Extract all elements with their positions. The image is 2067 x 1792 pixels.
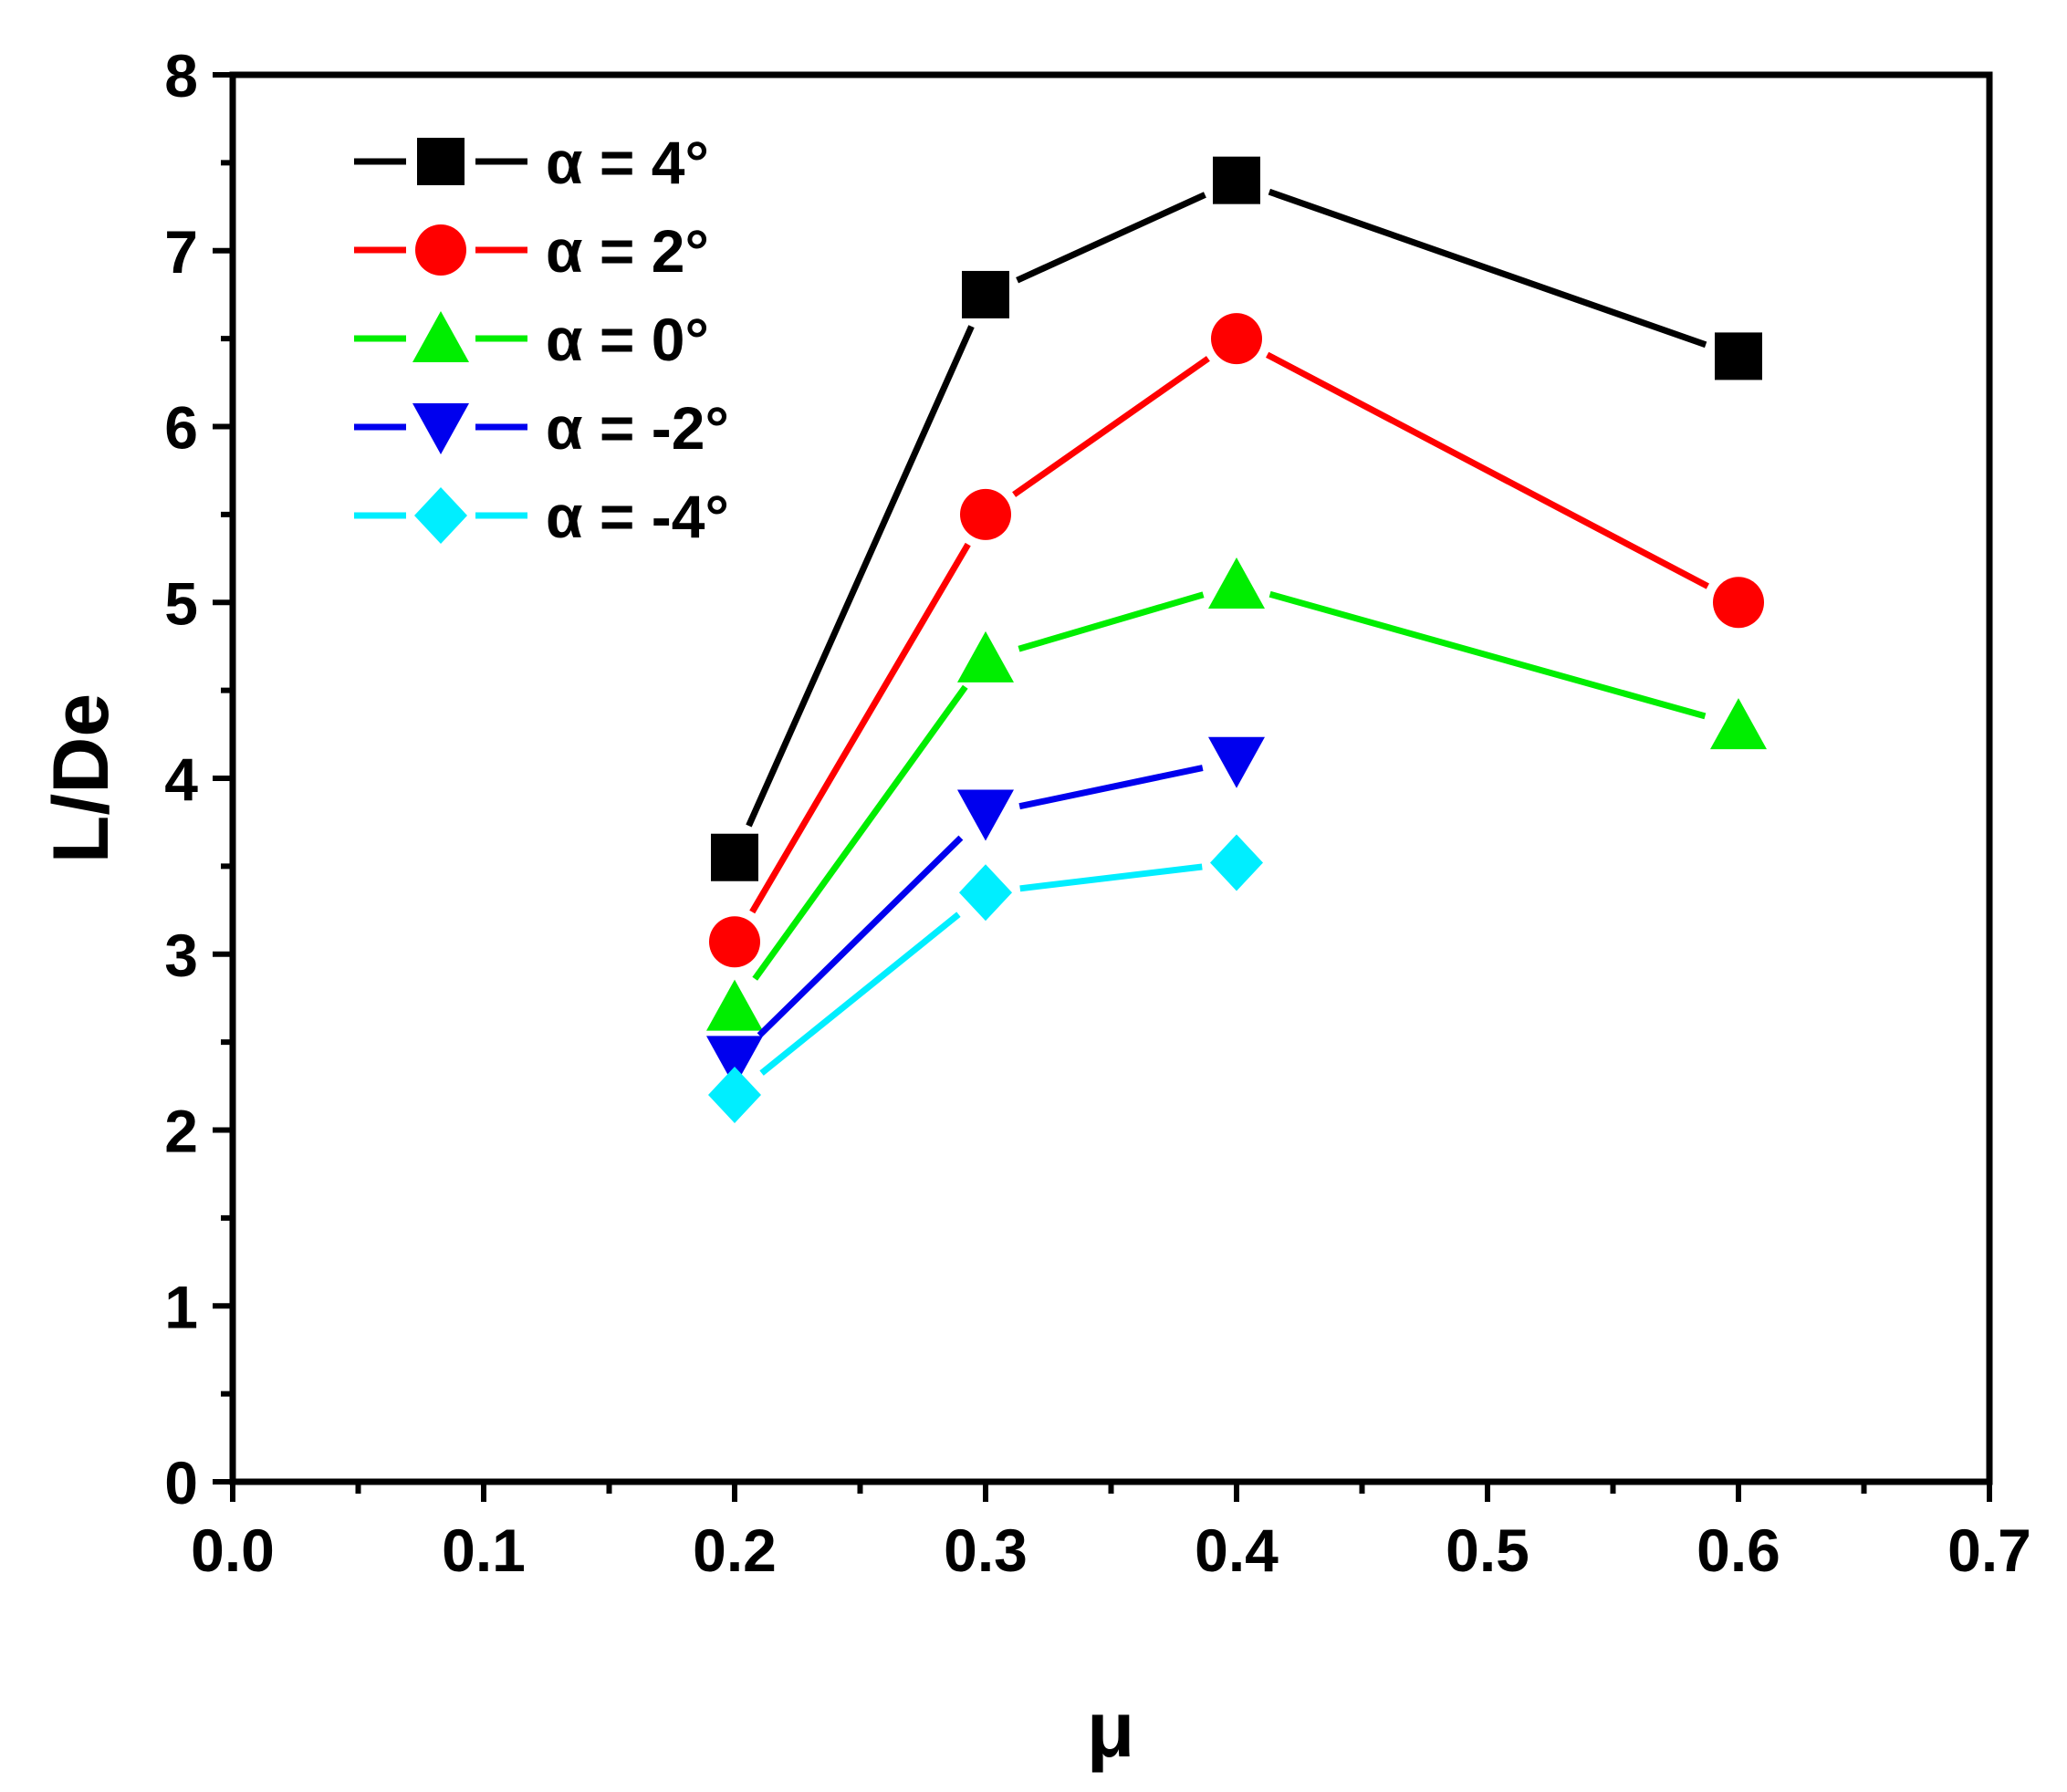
x-axis-title: μ bbox=[1087, 1686, 1135, 1774]
series-1 bbox=[709, 313, 1764, 968]
data-point bbox=[1715, 332, 1762, 380]
x-tick-label: 0.4 bbox=[1195, 1516, 1279, 1584]
y-tick-label: 0 bbox=[164, 1449, 198, 1516]
data-point bbox=[1213, 156, 1260, 204]
legend-marker bbox=[412, 403, 469, 454]
data-point bbox=[706, 979, 763, 1031]
series-line-segment bbox=[746, 325, 975, 828]
y-tick-label: 8 bbox=[164, 42, 198, 109]
data-point bbox=[1210, 834, 1263, 891]
series-line-segment bbox=[1012, 356, 1210, 497]
series-0 bbox=[711, 156, 1762, 881]
x-tick-label: 0.2 bbox=[693, 1516, 777, 1584]
legend-item: α = -2° bbox=[354, 394, 729, 462]
plot-frame bbox=[229, 71, 1993, 1485]
legend-label: α = 2° bbox=[546, 217, 709, 285]
x-tick-label: 0.0 bbox=[191, 1516, 275, 1584]
legend-item: α = 2° bbox=[354, 217, 709, 285]
x-tick-label: 0.3 bbox=[944, 1516, 1028, 1584]
data-point bbox=[708, 1066, 761, 1123]
legend: α = 4° α = 2° α = 0° α = -2° α = -4° bbox=[354, 129, 729, 550]
data-point bbox=[709, 916, 760, 968]
series-line-segment bbox=[749, 542, 971, 914]
series-4 bbox=[708, 834, 1263, 1123]
x-tick-label: 0.5 bbox=[1446, 1516, 1529, 1584]
series-line-segment bbox=[1016, 192, 1206, 284]
legend-label: α = -2° bbox=[546, 394, 729, 462]
data-point bbox=[1208, 736, 1265, 788]
y-tick-label: 6 bbox=[164, 394, 198, 462]
data-point bbox=[706, 1036, 763, 1088]
plot-series bbox=[706, 156, 1767, 1123]
legend-label: α = -4° bbox=[546, 483, 729, 550]
series-line-segment bbox=[1018, 765, 1204, 810]
data-point bbox=[962, 270, 1009, 318]
data-point bbox=[1211, 313, 1262, 365]
data-point bbox=[711, 833, 758, 881]
legend-marker bbox=[415, 224, 466, 276]
data-point bbox=[1710, 698, 1767, 750]
series-line-segment bbox=[1268, 590, 1707, 720]
tick-labels: 0.0 0.1 0.2 0.3 0.4 0.5 0.6 0.7 0 1 2 3 4 5 6 7 8 bbox=[164, 42, 2031, 1584]
data-point bbox=[959, 864, 1012, 922]
y-tick-label: 3 bbox=[164, 922, 198, 989]
series-line-segment bbox=[752, 684, 968, 981]
legend-label: α = 0° bbox=[546, 306, 709, 373]
series-3 bbox=[706, 736, 1265, 1088]
x-tick-label: 0.1 bbox=[442, 1516, 526, 1584]
data-point bbox=[957, 630, 1014, 682]
legend-item: α = 0° bbox=[354, 306, 709, 373]
series-line-segment bbox=[1268, 188, 1707, 349]
series-line-segment bbox=[1266, 351, 1709, 589]
series-line-segment bbox=[759, 912, 961, 1076]
y-tick-label: 1 bbox=[164, 1273, 198, 1340]
legend-marker bbox=[412, 311, 469, 362]
x-tick-label: 0.7 bbox=[1947, 1516, 2031, 1584]
legend-marker bbox=[414, 487, 467, 544]
series-2 bbox=[706, 557, 1767, 1031]
data-point bbox=[960, 488, 1011, 540]
data-point bbox=[1208, 557, 1265, 609]
y-tick-label: 4 bbox=[164, 745, 198, 813]
legend-item: α = 4° bbox=[354, 129, 709, 196]
series-line-segment bbox=[1019, 863, 1203, 892]
series-line-segment bbox=[1018, 591, 1205, 652]
legend-marker bbox=[417, 138, 465, 185]
y-tick-label: 5 bbox=[164, 569, 198, 637]
data-point bbox=[957, 789, 1014, 841]
legend-item: α = -4° bbox=[354, 483, 729, 550]
y-axis-title: L/De bbox=[37, 693, 125, 863]
y-tick-label: 7 bbox=[164, 218, 198, 286]
x-tick-label: 0.6 bbox=[1696, 1516, 1780, 1584]
data-point bbox=[1713, 577, 1764, 629]
y-tick-label: 2 bbox=[164, 1098, 198, 1165]
legend-label: α = 4° bbox=[546, 129, 709, 196]
series-line-segment bbox=[757, 835, 964, 1038]
